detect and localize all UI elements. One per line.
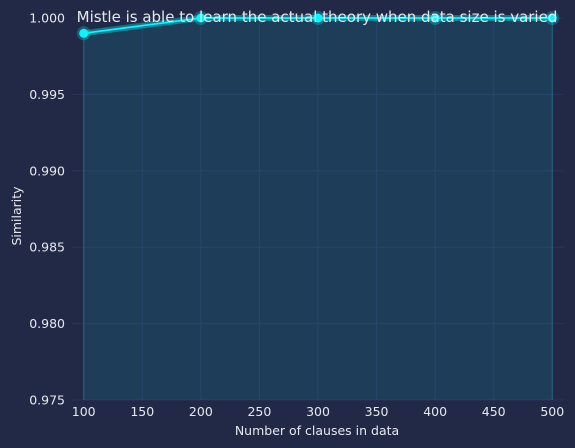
x-tick-label: 250: [247, 404, 271, 419]
x-tick-label: 200: [189, 404, 213, 419]
chart-title: Mistle is able to learn the actual theor…: [77, 8, 558, 26]
area-fill: [83, 18, 553, 400]
y-tick-label: 0.980: [29, 316, 65, 331]
area-fill-group: [83, 18, 553, 400]
x-axis-label: Number of clauses in data: [235, 423, 399, 438]
y-axis-ticks: 0.975 0.980 0.985 0.990 0.995 1.000: [29, 11, 65, 408]
x-tick-label: 500: [540, 404, 564, 419]
data-point: [196, 13, 206, 23]
x-axis-ticks: 100 150 200 250 300 350 400 450 500: [72, 404, 564, 419]
y-tick-label: 0.975: [29, 393, 65, 408]
y-tick-label: 0.995: [29, 87, 65, 102]
x-tick-label: 100: [72, 404, 96, 419]
data-point: [313, 13, 323, 23]
y-tick-label: 0.990: [29, 163, 65, 178]
data-points: [76, 11, 560, 41]
y-tick-label: 0.985: [29, 240, 65, 255]
x-tick-label: 150: [130, 404, 154, 419]
y-axis-label: Similarity: [9, 186, 24, 246]
data-point: [79, 28, 89, 38]
data-point: [430, 13, 440, 23]
y-tick-label: 1.000: [29, 11, 65, 26]
x-tick-label: 400: [423, 404, 447, 419]
x-tick-label: 450: [482, 404, 506, 419]
x-tick-label: 350: [365, 404, 389, 419]
data-point: [547, 13, 557, 23]
x-tick-label: 300: [306, 404, 330, 419]
